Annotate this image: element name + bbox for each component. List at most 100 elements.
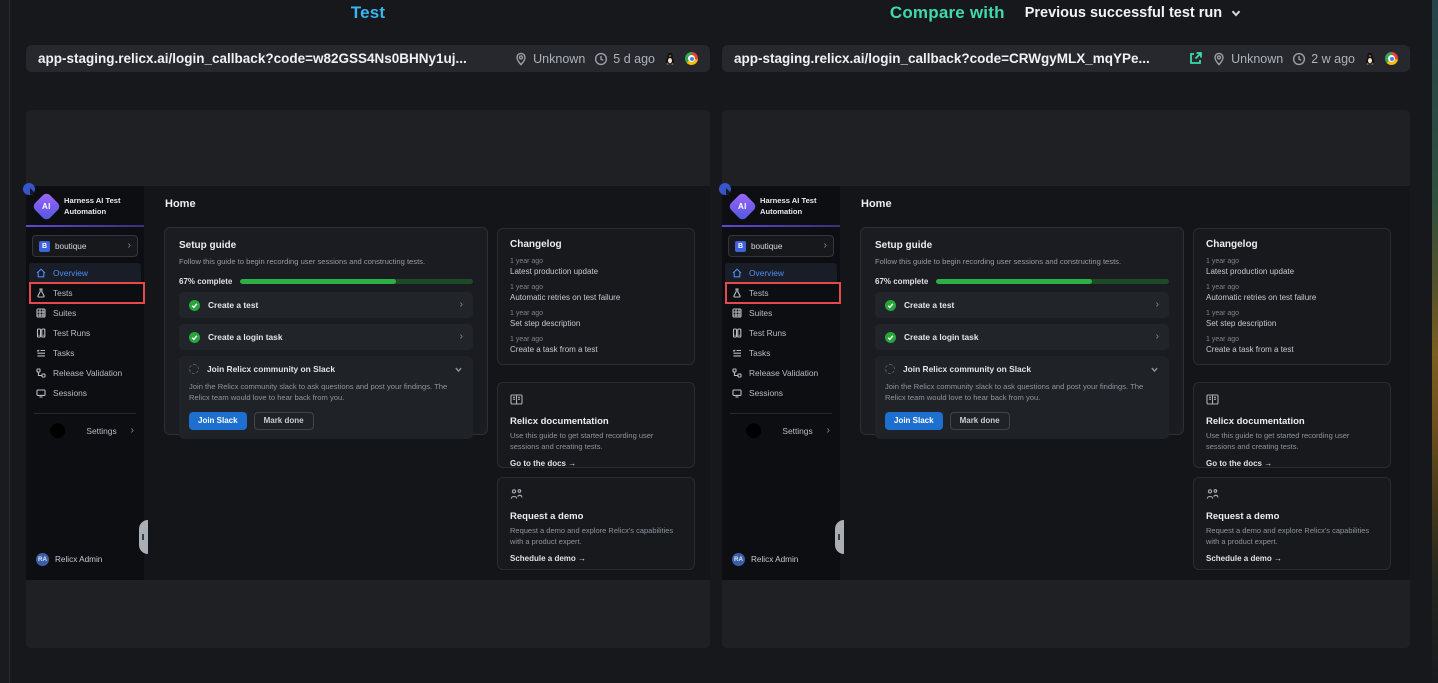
sidebar-item-tests[interactable]: Tests: [722, 283, 840, 303]
sidebar-item-test-runs[interactable]: Test Runs: [722, 323, 840, 343]
project-name: boutique: [55, 242, 123, 251]
book-icon: [1206, 393, 1219, 406]
brand: AI Harness AI Test Automation: [26, 186, 144, 225]
location-pin-icon: [1212, 52, 1226, 66]
compare-screenshot-viewport: AI Harness AI Test Automation B boutique…: [722, 110, 1410, 648]
chevron-down-icon: [1150, 365, 1159, 374]
sidebar-item-tasks[interactable]: Tasks: [26, 343, 144, 363]
sidebar-item-overview[interactable]: Overview: [725, 263, 837, 283]
test-panel-header: Test: [26, 0, 710, 26]
progress-fill: [936, 279, 1092, 284]
task-list-icon: [732, 348, 742, 358]
columns-icon: [36, 328, 46, 338]
gear-icon: [36, 409, 79, 452]
sidebar-accent-divider: [26, 225, 144, 227]
chevron-down-icon: [454, 365, 463, 374]
brand: AI Harness AI Test Automation: [722, 186, 840, 225]
grid-icon: [732, 308, 742, 318]
demo-card-title: Request a demo: [510, 511, 682, 522]
changelog-card: Changelog 1 year ago Latest production u…: [497, 228, 695, 365]
sidebar-item-settings[interactable]: Settings ›: [26, 422, 144, 440]
setup-step-create-login-task[interactable]: Create a login task ›: [875, 324, 1169, 350]
compare-panel-title: Compare with: [890, 3, 1005, 23]
sidebar-item-suites[interactable]: Suites: [26, 303, 144, 323]
page-url: app-staging.relicx.ai/login_callback?cod…: [38, 51, 505, 66]
task-list-icon: [36, 348, 46, 358]
page-url: app-staging.relicx.ai/login_callback?cod…: [734, 51, 1179, 66]
schedule-demo-link[interactable]: Schedule a demo →: [510, 554, 682, 563]
app-screenshot: AI Harness AI Test Automation B boutique…: [26, 186, 710, 580]
flask-icon: [732, 288, 742, 298]
chevron-right-icon: ›: [827, 426, 830, 436]
sidebar-item-test-runs[interactable]: Test Runs: [26, 323, 144, 343]
changelog-entry: 1 year ago Latest production update: [510, 258, 682, 276]
setup-guide-title: Setup guide: [179, 240, 473, 251]
compare-source-dropdown[interactable]: Previous successful test run: [1025, 5, 1242, 21]
progress-bar: [936, 279, 1169, 284]
setup-progress: 67% complete: [179, 277, 473, 286]
location-meta: Unknown: [1212, 52, 1283, 66]
clock-icon: [594, 52, 608, 66]
sidebar-item-settings[interactable]: Settings ›: [722, 422, 840, 440]
setup-step-create-login-task[interactable]: Create a login task ›: [179, 324, 473, 350]
check-circle-icon: [885, 332, 896, 343]
user-menu[interactable]: RA Relicx Admin: [36, 553, 102, 566]
sidebar-item-sessions[interactable]: Sessions: [26, 383, 144, 403]
chevron-right-icon: ›: [128, 241, 131, 251]
project-selector[interactable]: B boutique ›: [32, 235, 138, 257]
mark-done-button[interactable]: Mark done: [254, 412, 314, 430]
join-slack-button[interactable]: Join Slack: [885, 412, 943, 430]
join-slack-step-header[interactable]: Join Relicx community on Slack: [885, 364, 1159, 374]
cursor-marker-icon: [718, 182, 734, 198]
changelog-entry: 1 year ago Create a task from a test: [510, 336, 682, 354]
schedule-demo-link[interactable]: Schedule a demo →: [1206, 554, 1378, 563]
sidebar-accent-divider: [722, 225, 840, 227]
docs-card-title: Relicx documentation: [1206, 416, 1378, 427]
sidebar-item-suites[interactable]: Suites: [722, 303, 840, 323]
age-meta: 2 w ago: [1292, 52, 1355, 66]
go-to-docs-link[interactable]: Go to the docs →: [510, 459, 682, 468]
chevron-right-icon: ›: [1156, 332, 1159, 342]
project-selector[interactable]: B boutique ›: [728, 235, 834, 257]
changelog-entry: 1 year ago Set step description: [1206, 310, 1378, 328]
changelog-entry: 1 year ago Automatic retries on test fai…: [510, 284, 682, 302]
sidebar-item-tasks[interactable]: Tasks: [722, 343, 840, 363]
sidebar-item-sessions[interactable]: Sessions: [722, 383, 840, 403]
test-panel-title: Test: [351, 3, 386, 23]
setup-guide-card: Setup guide Follow this guide to begin r…: [164, 227, 488, 435]
sidebar-item-tests[interactable]: Tests: [26, 283, 144, 303]
join-slack-description: Join the Relicx community slack to ask q…: [189, 381, 463, 404]
progress-bar: [240, 279, 473, 284]
left-gutter: [0, 0, 10, 683]
setup-step-create-test[interactable]: Create a test ›: [875, 292, 1169, 318]
chrome-icon: [685, 52, 698, 65]
external-link-icon[interactable]: [1188, 51, 1203, 66]
sidebar-item-release-validation[interactable]: Release Validation: [722, 363, 840, 383]
sidebar-item-overview[interactable]: Overview: [29, 263, 141, 283]
changelog-entry: 1 year ago Automatic retries on test fai…: [1206, 284, 1378, 302]
join-slack-step-header[interactable]: Join Relicx community on Slack: [189, 364, 463, 374]
go-to-docs-link[interactable]: Go to the docs →: [1206, 459, 1378, 468]
setup-progress: 67% complete: [875, 277, 1169, 286]
setup-guide-subtitle: Follow this guide to begin recording use…: [179, 257, 473, 266]
check-circle-icon: [885, 300, 896, 311]
setup-guide-title: Setup guide: [875, 240, 1169, 251]
app-sidebar: AI Harness AI Test Automation B boutique…: [26, 186, 144, 580]
sidebar-item-release-validation[interactable]: Release Validation: [26, 363, 144, 383]
user-menu[interactable]: RA Relicx Admin: [732, 553, 798, 566]
mark-done-button[interactable]: Mark done: [950, 412, 1010, 430]
test-panel: Test app-staging.relicx.ai/login_callbac…: [26, 0, 710, 683]
cursor-marker-icon: [22, 182, 38, 198]
grid-icon: [36, 308, 46, 318]
gear-icon: [732, 409, 775, 452]
flask-icon: [36, 288, 46, 298]
unchecked-circle-icon: [885, 364, 895, 374]
app-screenshot: AI Harness AI Test Automation B boutique…: [722, 186, 1410, 580]
compare-panel: Compare with Previous successful test ru…: [722, 0, 1410, 683]
documentation-card: Relicx documentation Use this guide to g…: [497, 382, 695, 468]
request-demo-card: Request a demo Request a demo and explor…: [1193, 477, 1391, 570]
adjacent-image-edge: [1432, 0, 1438, 683]
location-meta: Unknown: [514, 52, 585, 66]
join-slack-button[interactable]: Join Slack: [189, 412, 247, 430]
setup-step-create-test[interactable]: Create a test ›: [179, 292, 473, 318]
